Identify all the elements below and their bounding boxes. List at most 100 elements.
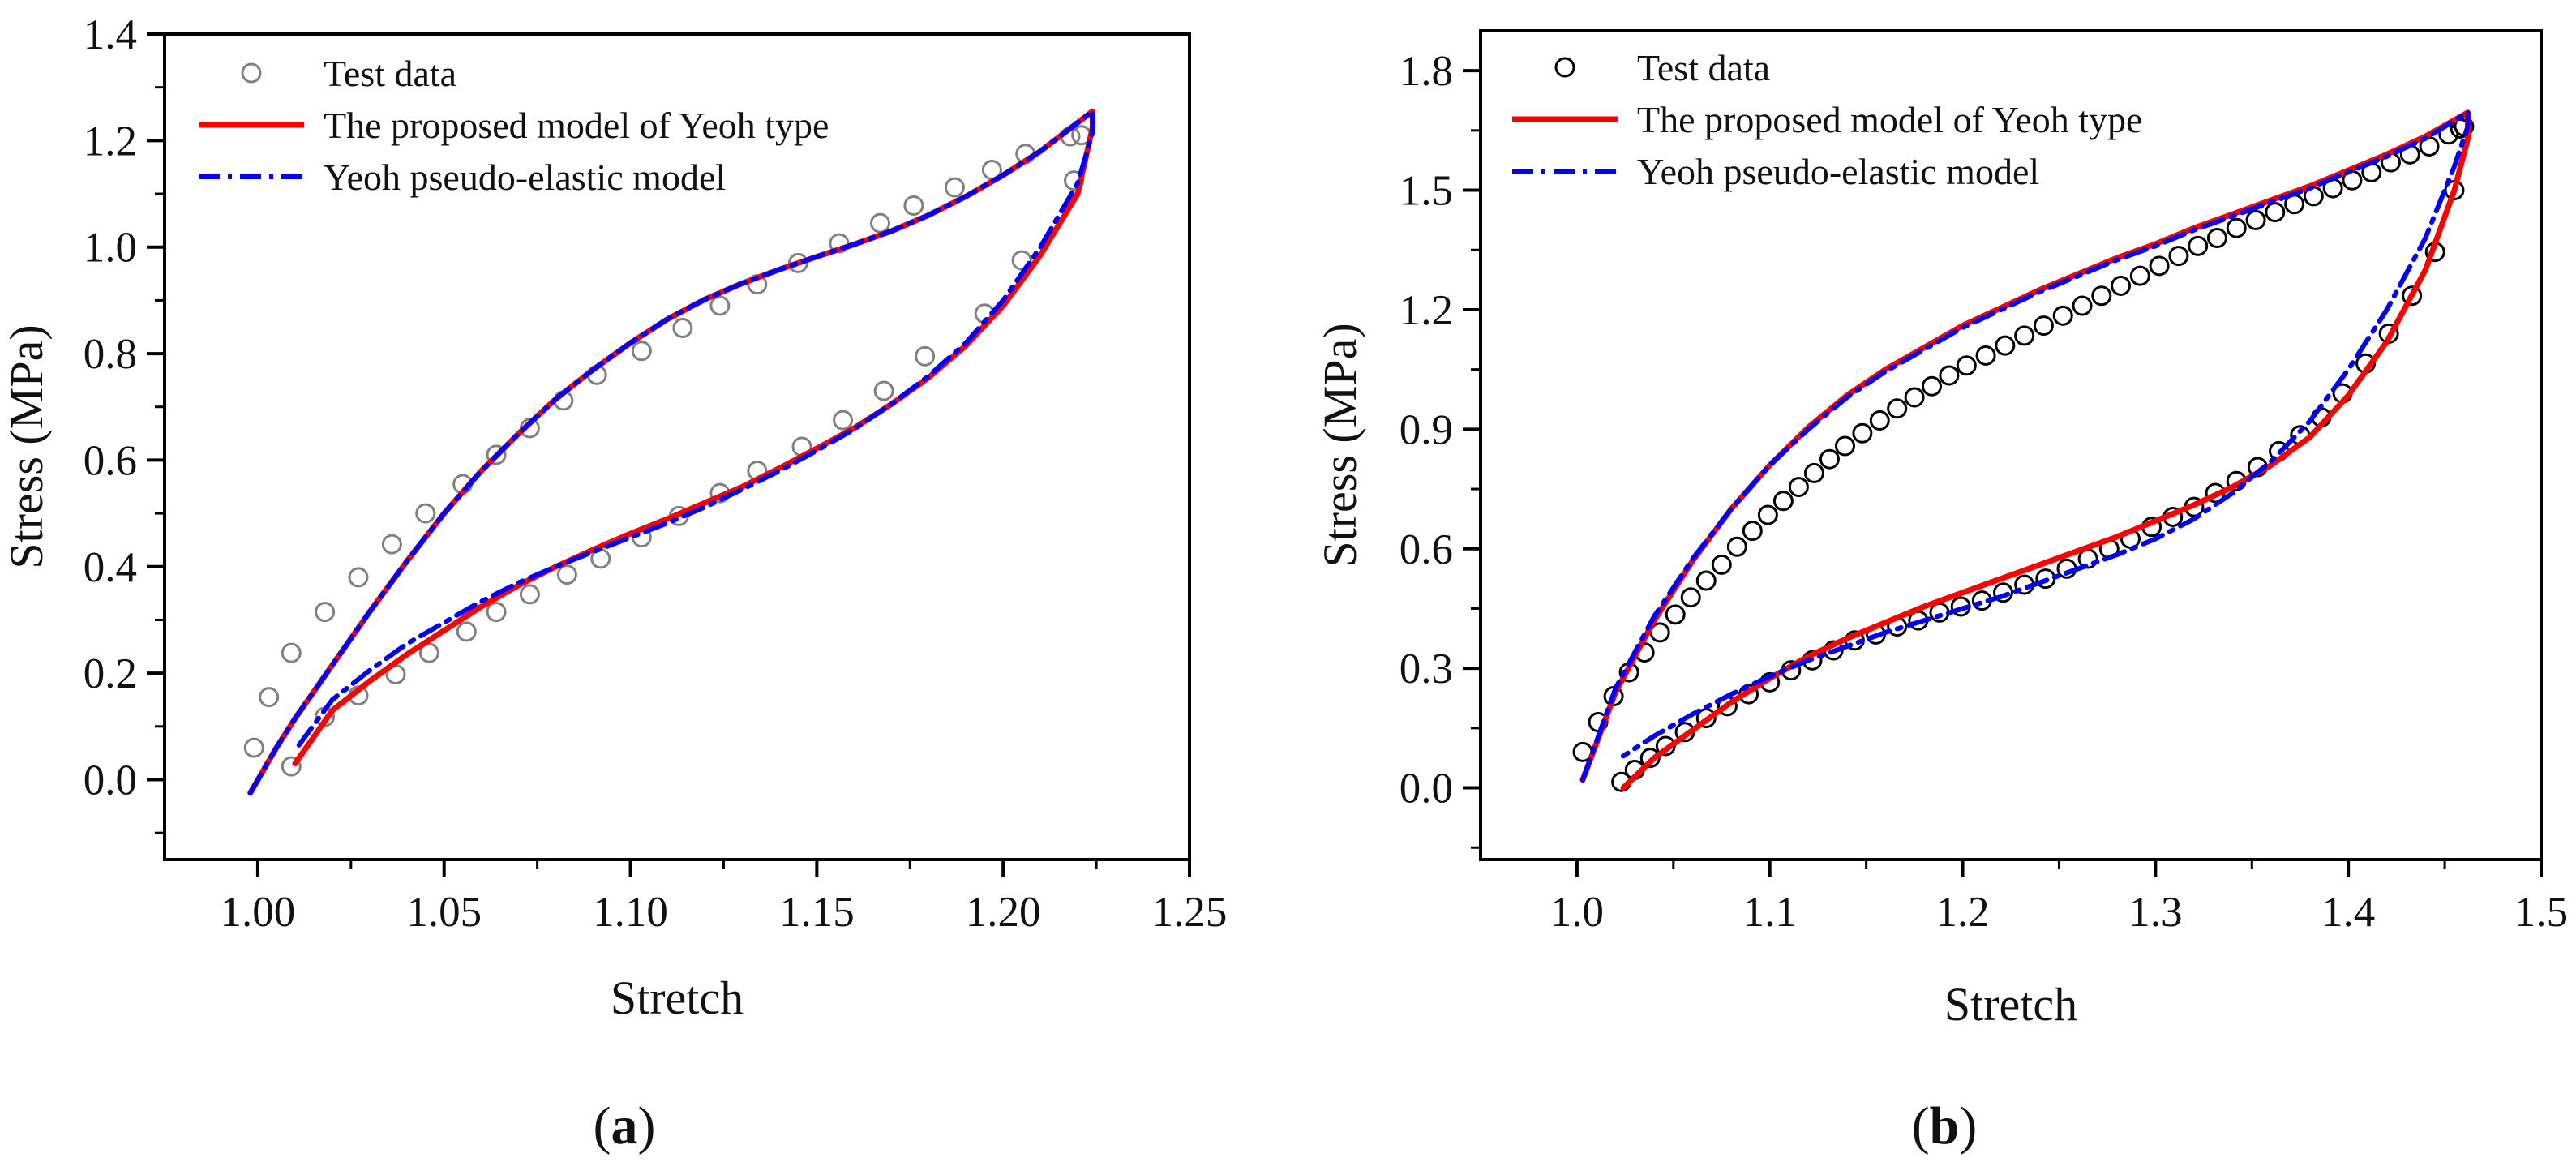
- data-point: [903, 195, 924, 216]
- data-point: [2188, 235, 2209, 256]
- data-point: [873, 380, 894, 401]
- data-point: [243, 737, 264, 758]
- x-tick-label: 1.2: [1935, 889, 1989, 936]
- x-axis-title: Stretch: [1944, 978, 2077, 1031]
- y-axis-title: Stress (MPa): [1314, 323, 1366, 567]
- data-point: [2149, 255, 2170, 277]
- data-point: [281, 756, 302, 777]
- data-point: [1975, 345, 1996, 366]
- legend: Test data The proposed model of Yeoh type…: [1512, 47, 2142, 192]
- data-point: [1904, 387, 1925, 408]
- data-point: [1834, 435, 1855, 457]
- data-point: [1887, 398, 1908, 419]
- legend-label: The proposed model of Yeoh type: [324, 105, 829, 146]
- data-point: [418, 642, 439, 663]
- chart-panel-a: 1.00 1.05 1.10 1.15 1.20 1.25 0.0 0.2 0.4 0.6 0.8 1…: [0, 11, 1227, 1156]
- data-point: [944, 177, 965, 198]
- legend-marker-test: [241, 62, 262, 84]
- x-tick-label: 1.5: [2514, 889, 2568, 936]
- legend-label: The proposed model of Yeoh type: [1637, 99, 2142, 140]
- legend-label: Test data: [324, 53, 456, 94]
- data-point: [1852, 422, 1873, 444]
- series-dash-dot: [247, 109, 1095, 795]
- data-point: [1649, 622, 1670, 643]
- series-dash-dot: [1580, 109, 2471, 783]
- y-tick-label: 0.8: [84, 331, 137, 378]
- panel-label-letter: a: [611, 1096, 638, 1156]
- data-point: [348, 567, 369, 588]
- data-point: [415, 503, 436, 524]
- data-point: [2091, 285, 2112, 307]
- data-point: [2402, 285, 2423, 307]
- panel-label-paren: ): [638, 1096, 656, 1156]
- panel-label-paren: ): [1959, 1096, 1977, 1156]
- data-point: [315, 602, 336, 623]
- proposed-model-line: [247, 108, 1095, 796]
- data-point: [456, 621, 477, 642]
- data-point: [1819, 448, 1840, 470]
- legend-label: Yeoh pseudo-elastic model: [324, 157, 726, 198]
- data-point: [2111, 275, 2132, 296]
- data-point: [787, 252, 808, 273]
- y-tick-label: 0.4: [84, 544, 137, 591]
- data-point: [486, 444, 507, 465]
- panel-label-letter: b: [1930, 1096, 1960, 1156]
- data-point: [1929, 602, 1950, 623]
- yeoh-model-line: [1580, 109, 2471, 783]
- chart-panel-b: 1.0 1.1 1.2 1.3 1.4 1.5 0.0 0.3 0.6 0.9 1.2 1.5 1.8 S…: [1314, 29, 2568, 1156]
- data-point: [2168, 246, 2189, 267]
- y-tick-label: 1.2: [1399, 287, 1453, 334]
- plot-frame: [1479, 29, 2543, 861]
- y-tick-label: 0.2: [84, 650, 137, 697]
- data-point: [1992, 582, 2013, 603]
- data-point: [486, 602, 507, 623]
- series-open-circle: [1572, 116, 2475, 792]
- data-point: [2245, 209, 2266, 230]
- data-point: [1803, 462, 1824, 483]
- y-tick-label: 0.3: [1399, 645, 1453, 693]
- data-point: [1956, 355, 1977, 376]
- data-point: [1639, 748, 1661, 769]
- data-point: [1711, 554, 1732, 575]
- data-point: [519, 584, 540, 605]
- yeoh-model-line: [247, 109, 1095, 795]
- data-point: [1742, 521, 1763, 542]
- data-point: [1921, 375, 1942, 397]
- panel-label: (a): [594, 1096, 656, 1156]
- data-point: [1772, 491, 1794, 512]
- x-tick-label: 1.3: [2128, 889, 2182, 936]
- data-point: [2014, 325, 2035, 346]
- y-tick-label: 1.2: [84, 118, 137, 165]
- data-point: [833, 410, 854, 431]
- legend-marker-test: [1554, 57, 1575, 78]
- data-point: [1695, 570, 1717, 591]
- y-tick-label: 0.0: [84, 757, 137, 804]
- y-tick-label: 0.6: [84, 437, 137, 484]
- x-axis-title: Stretch: [611, 971, 744, 1024]
- data-point: [2052, 305, 2073, 326]
- x-tick-label: 1.1: [1743, 889, 1797, 936]
- legend-label: Test data: [1637, 47, 1770, 88]
- data-point: [2072, 295, 2093, 316]
- data-point: [1869, 410, 1890, 431]
- data-point: [672, 318, 693, 339]
- data-point: [1011, 250, 1032, 271]
- data-point: [1757, 504, 1778, 525]
- x-tick-label: 1.05: [406, 889, 482, 936]
- y-tick-label: 1.4: [84, 11, 137, 58]
- y-tick-label: 0.9: [1399, 406, 1453, 453]
- data-point: [1995, 335, 2016, 356]
- x-tick-label: 1.10: [593, 889, 668, 936]
- proposed-model-line: [1579, 109, 2471, 791]
- data-point: [631, 341, 652, 362]
- data-point: [2206, 228, 2227, 248]
- y-tick-label: 0.6: [1399, 526, 1453, 573]
- data-point: [2226, 217, 2247, 238]
- legend: Test data The proposed model of Yeoh type…: [199, 53, 829, 198]
- series-solid: [1579, 109, 2471, 791]
- x-tick-label: 1.4: [2321, 889, 2375, 936]
- data-point: [381, 534, 402, 555]
- data-point: [556, 564, 577, 585]
- series-solid: [247, 108, 1095, 796]
